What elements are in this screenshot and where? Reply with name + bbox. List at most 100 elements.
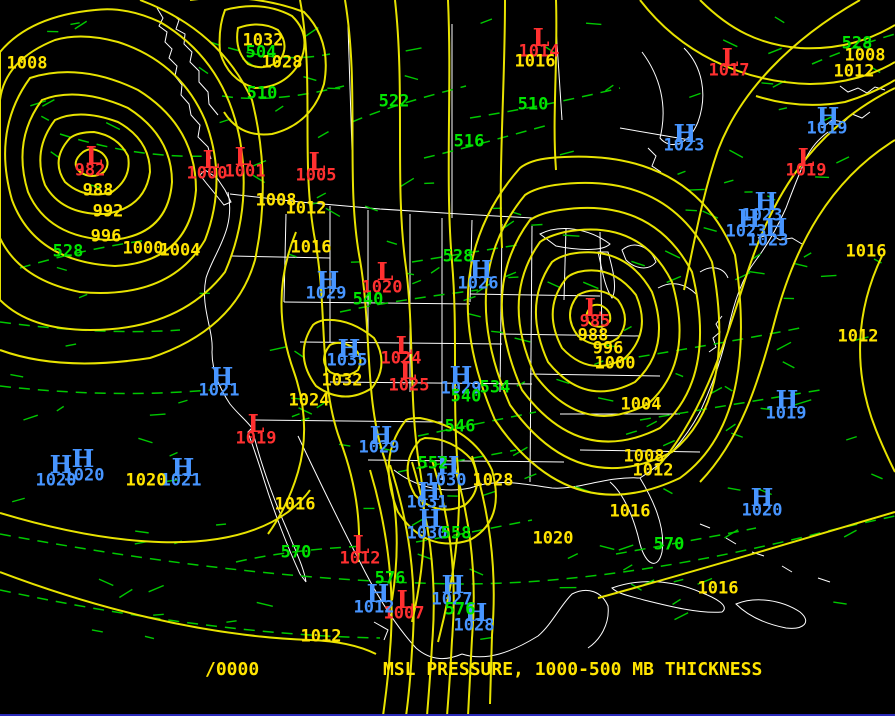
thickness-dash [846,435,857,441]
thickness-dash [675,372,684,378]
high-value: 1019 [765,403,807,424]
isobar-label: 1028 [472,470,514,491]
high-value: 1020 [741,500,783,521]
thickness-label: 510 [246,83,278,104]
low-value: 1007 [383,603,425,624]
isobar-label: 1000 [122,238,164,259]
isobar-label: 996 [592,338,624,359]
isobar-label: 1020 [125,470,167,491]
high-marker: H [337,334,361,363]
thickness-dash [689,92,701,99]
high-value: 1021 [160,470,202,491]
high-value: 1023 [663,135,705,156]
thickness-dash [815,176,830,179]
thickness-dash [256,601,273,608]
thickness-dash [400,177,415,188]
low-marker: L [399,356,417,385]
thickness-dash [198,66,209,75]
high-marker: H [49,450,73,479]
low-marker: L [721,43,739,72]
high-value: 1023 [741,205,783,226]
thickness-dash [722,39,738,48]
high-marker: H [366,579,390,608]
thickness-dash [599,545,615,551]
high-marker: H [369,421,393,450]
isobar-label: 1004 [620,394,662,415]
thickness-dash [504,271,517,278]
thickness-dash [226,620,237,623]
thickness-dash [562,234,580,237]
thickness-dash [78,293,88,299]
thickness-dash [833,601,847,605]
thickness-dash [547,281,560,288]
thickness-dash [138,437,153,444]
low-marker: L [376,257,394,286]
thickness-dash [178,399,188,404]
thickness-dash [623,564,633,571]
low-value: 1019 [785,160,827,181]
thickness-label: 522 [378,91,410,112]
thickness-dash [605,84,614,92]
thickness-dash [98,578,114,587]
isobar-label: 1000 [594,353,636,374]
thickness-label: 570 [280,542,312,563]
thickness-label: 516 [453,131,485,152]
thickness-dash [291,397,306,401]
thickness-dash [56,405,65,412]
low-marker: L [247,409,265,438]
isobar-label: 1012 [837,326,879,347]
high-marker: H [673,119,697,148]
thickness-dash [782,361,795,369]
thickness-dash [516,381,526,387]
thickness-dash [482,490,497,497]
thickness-dash [65,343,77,347]
low-marker: L [85,141,103,170]
isobar-label: 1016 [290,237,332,258]
thickness-dash [761,82,774,85]
thickness-dash [631,260,645,267]
thickness-dash [144,635,155,640]
thickness-dash [386,240,398,245]
thickness-dash [672,598,681,606]
thickness-dash [480,18,493,25]
high-marker: H [737,204,761,233]
thickness-dash [91,629,103,633]
thickness-dash [430,266,440,274]
isobar-label: 1032 [242,30,284,51]
isobar-label: 1012 [285,198,327,219]
high-marker: H [71,444,95,473]
thickness-dash [767,195,776,201]
isobar-label: 1028 [261,52,303,73]
low-value: 1000 [186,163,228,184]
low-marker: L [396,585,414,614]
high-marker: H [464,598,488,627]
thickness-dash [480,636,493,641]
thickness-dash [89,184,102,189]
thickness-dash [269,346,286,352]
isobar-label: 1016 [697,578,739,599]
thickness-dash [404,74,419,81]
map-title: MSL PRESSURE, 1000-500 MB THICKNESS [383,659,763,680]
isobar-label: 988 [577,325,609,346]
high-value: 1029 [440,378,482,399]
thickness-dash [291,413,300,418]
thickness-dash [56,266,67,272]
thickness-dash [42,99,55,107]
thickness-dash [760,407,772,411]
high-marker: H [764,213,788,242]
thickness-dash [757,488,772,496]
low-value: 1001 [224,161,266,182]
thickness-dash [163,479,178,483]
thickness-dash [625,430,638,435]
low-value: 1019 [235,428,277,449]
thickness-dash [776,341,792,351]
high-value: 1027 [431,589,473,610]
thickness-dash [729,149,744,159]
thickness-dash [585,22,602,26]
thickness-dash [727,487,741,491]
isobar-label: 1008 [844,45,886,66]
high-value: 1012 [353,597,395,618]
thickness-dash [148,584,164,593]
isobar-label: 988 [82,180,114,201]
